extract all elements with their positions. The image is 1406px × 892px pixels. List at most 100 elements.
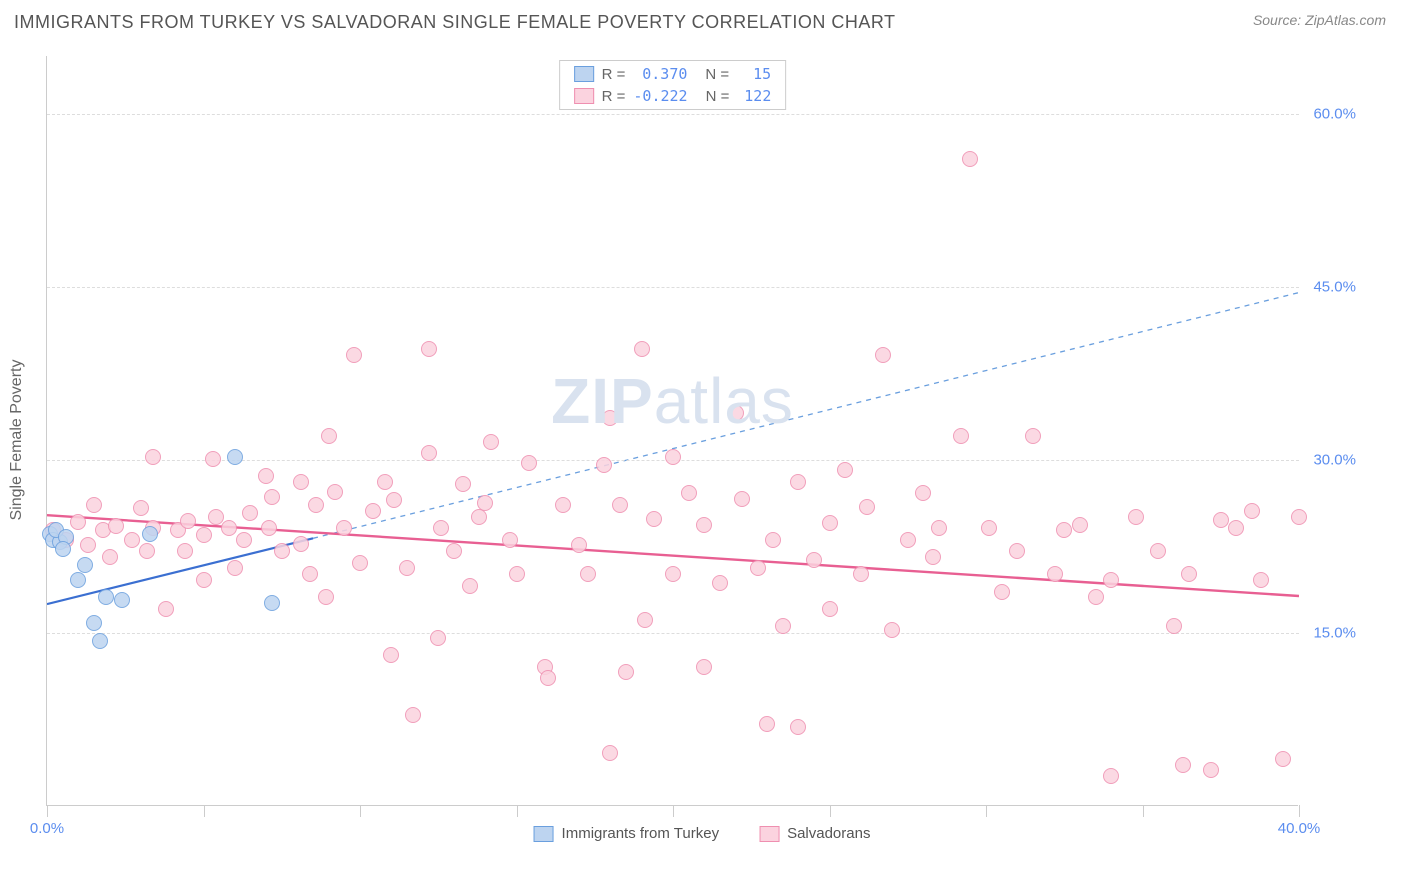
scatter-point-salvadorans [981, 520, 997, 536]
x-tick-label: 0.0% [30, 820, 64, 837]
scatter-point-salvadorans [86, 497, 102, 513]
legend-r-label: R = [602, 66, 626, 83]
scatter-point-salvadorans [750, 560, 766, 576]
scatter-point-salvadorans [102, 549, 118, 565]
scatter-point-salvadorans [1128, 509, 1144, 525]
gridline-h [47, 287, 1299, 288]
scatter-point-salvadorans [962, 151, 978, 167]
scatter-point-salvadorans [596, 457, 612, 473]
scatter-point-salvadorans [775, 618, 791, 634]
source-prefix: Source: [1253, 12, 1305, 28]
scatter-point-salvadorans [158, 601, 174, 617]
scatter-point-salvadorans [1203, 762, 1219, 778]
scatter-point-salvadorans [859, 499, 875, 515]
scatter-point-salvadorans [822, 515, 838, 531]
scatter-point-salvadorans [806, 552, 822, 568]
gridline-h [47, 114, 1299, 115]
scatter-point-salvadorans [1275, 751, 1291, 767]
scatter-point-turkey [114, 592, 130, 608]
scatter-point-salvadorans [915, 485, 931, 501]
scatter-point-salvadorans [365, 503, 381, 519]
scatter-point-salvadorans [665, 566, 681, 582]
scatter-point-salvadorans [293, 536, 309, 552]
legend-n-label: N = [705, 66, 729, 83]
scatter-point-salvadorans [900, 532, 916, 548]
scatter-point-salvadorans [433, 520, 449, 536]
scatter-point-salvadorans [931, 520, 947, 536]
scatter-point-salvadorans [264, 489, 280, 505]
legend-r-value: 0.370 [633, 65, 687, 83]
scatter-point-salvadorans [261, 520, 277, 536]
scatter-point-salvadorans [925, 549, 941, 565]
x-tick [204, 805, 205, 817]
x-tick [673, 805, 674, 817]
series-legend: Immigrants from TurkeySalvadorans [534, 825, 871, 842]
scatter-point-salvadorans [1103, 572, 1119, 588]
scatter-point-salvadorans [196, 572, 212, 588]
scatter-point-turkey [92, 633, 108, 649]
scatter-point-salvadorans [139, 543, 155, 559]
x-tick [47, 805, 48, 817]
scatter-point-salvadorans [302, 566, 318, 582]
scatter-point-salvadorans [1025, 428, 1041, 444]
source-attribution: Source: ZipAtlas.com [1253, 12, 1386, 28]
scatter-point-salvadorans [853, 566, 869, 582]
scatter-point-salvadorans [274, 543, 290, 559]
legend-r-value: -0.222 [633, 87, 687, 105]
scatter-point-salvadorans [1009, 543, 1025, 559]
scatter-point-salvadorans [1088, 589, 1104, 605]
scatter-point-salvadorans [346, 347, 362, 363]
scatter-point-salvadorans [612, 497, 628, 513]
scatter-point-salvadorans [837, 462, 853, 478]
x-tick [517, 805, 518, 817]
scatter-point-salvadorans [221, 520, 237, 536]
trend-line [313, 293, 1299, 539]
scatter-point-salvadorans [994, 584, 1010, 600]
scatter-point-salvadorans [227, 560, 243, 576]
scatter-point-salvadorans [1056, 522, 1072, 538]
scatter-point-salvadorans [483, 434, 499, 450]
scatter-point-salvadorans [477, 495, 493, 511]
scatter-point-salvadorans [1103, 768, 1119, 784]
scatter-point-salvadorans [377, 474, 393, 490]
legend-swatch [534, 826, 554, 842]
scatter-point-salvadorans [462, 578, 478, 594]
scatter-point-turkey [70, 572, 86, 588]
watermark: ZIPatlas [551, 364, 794, 438]
scatter-point-salvadorans [293, 474, 309, 490]
series-legend-label: Immigrants from Turkey [562, 825, 720, 842]
scatter-point-salvadorans [258, 468, 274, 484]
scatter-point-salvadorans [308, 497, 324, 513]
scatter-point-salvadorans [1253, 572, 1269, 588]
scatter-point-salvadorans [327, 484, 343, 500]
x-tick [1299, 805, 1300, 817]
plot-area: Single Female Poverty ZIPatlas R =0.370N… [46, 56, 1298, 806]
scatter-point-salvadorans [446, 543, 462, 559]
scatter-point-salvadorans [681, 485, 697, 501]
scatter-point-salvadorans [1181, 566, 1197, 582]
scatter-point-salvadorans [205, 451, 221, 467]
scatter-point-turkey [55, 541, 71, 557]
series-legend-item: Immigrants from Turkey [534, 825, 720, 842]
scatter-point-turkey [98, 589, 114, 605]
source-name: ZipAtlas.com [1305, 12, 1386, 28]
scatter-point-salvadorans [318, 589, 334, 605]
y-tick-label: 45.0% [1313, 278, 1356, 295]
scatter-point-salvadorans [471, 509, 487, 525]
scatter-point-salvadorans [145, 449, 161, 465]
scatter-point-salvadorans [1228, 520, 1244, 536]
scatter-point-salvadorans [1291, 509, 1307, 525]
chart-header: IMMIGRANTS FROM TURKEY VS SALVADORAN SIN… [0, 0, 1406, 50]
scatter-point-salvadorans [618, 664, 634, 680]
watermark-zip: ZIP [551, 365, 654, 437]
scatter-point-salvadorans [712, 575, 728, 591]
y-axis-label: Single Female Poverty [8, 359, 26, 520]
scatter-point-salvadorans [884, 622, 900, 638]
scatter-point-turkey [142, 526, 158, 542]
correlation-legend-row: R =-0.222N =122 [560, 85, 786, 107]
legend-r-label: R = [602, 88, 626, 105]
scatter-point-salvadorans [321, 428, 337, 444]
scatter-point-salvadorans [555, 497, 571, 513]
scatter-point-salvadorans [540, 670, 556, 686]
scatter-point-salvadorans [430, 630, 446, 646]
